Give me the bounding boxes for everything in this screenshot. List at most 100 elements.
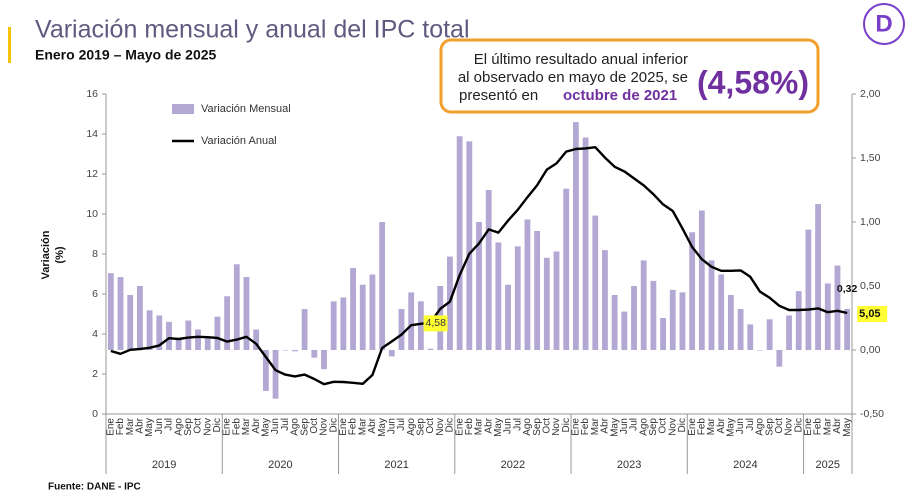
x-tick-label: Dic	[212, 418, 223, 432]
y-tick-label: 14	[86, 128, 98, 140]
y-tick-label: 16	[86, 88, 98, 100]
x-tick-label: Sep	[532, 418, 543, 436]
x-tick-label: Feb	[348, 418, 359, 436]
bar	[534, 230, 541, 350]
bar	[572, 122, 579, 350]
y-axis-label: Variación	[40, 230, 52, 279]
legend-label: Variación Anual	[201, 135, 277, 147]
data-label: 0,32	[837, 283, 858, 295]
x-tick-label: Jun	[270, 418, 281, 434]
x-tick-label: Abr	[135, 417, 146, 433]
bar	[233, 264, 240, 350]
x-tick-label: May	[609, 418, 620, 437]
x-tick-label: Abr	[483, 417, 494, 433]
x-tick-label: Dic	[561, 418, 572, 432]
x-tick-label: Nov	[784, 418, 795, 436]
bar	[485, 190, 492, 350]
bar	[243, 277, 250, 350]
bar	[766, 319, 773, 350]
x-tick-label: Nov	[202, 418, 213, 436]
x-tick-label: May	[144, 418, 155, 437]
bar	[650, 280, 657, 350]
bar	[621, 311, 628, 350]
x-tick-label: May	[842, 418, 853, 437]
bar	[156, 315, 163, 350]
x-tick-label: Jul	[745, 418, 756, 431]
x-tick-label: Jun	[386, 418, 397, 434]
x-tick-label: Jun	[735, 418, 746, 434]
x-tick-label: Sep	[764, 418, 775, 436]
x-tick-label: Ene	[454, 418, 465, 436]
bar	[166, 321, 172, 350]
x-tick-label: May	[260, 418, 271, 437]
bar	[311, 350, 318, 358]
chart-title: Variación mensual y anual del IPC total	[35, 16, 470, 44]
year-label: 2022	[501, 459, 525, 471]
bar	[214, 316, 221, 350]
x-tick-label: Mar	[590, 417, 601, 435]
bar	[350, 268, 356, 350]
x-tick-label: Dic	[793, 418, 804, 432]
bar	[611, 294, 618, 350]
bar	[776, 350, 783, 367]
bar	[805, 229, 812, 350]
logo: D	[875, 10, 892, 37]
x-tick-label: Ene	[687, 418, 698, 436]
bar	[301, 309, 308, 350]
bar	[563, 188, 570, 350]
y-axis-label: (%)	[54, 246, 66, 263]
callout-highlight: octubre de 2021	[563, 87, 677, 104]
bar	[698, 210, 705, 350]
x-tick-label: Nov	[667, 418, 678, 436]
bar	[292, 350, 298, 352]
bar	[543, 257, 550, 350]
y2-tick-label: 2,00	[860, 88, 881, 100]
bar	[834, 265, 841, 350]
y2-tick-label: 0,50	[860, 280, 881, 292]
bar	[137, 286, 143, 350]
x-tick-label: Nov	[319, 418, 330, 436]
bar	[398, 309, 405, 350]
x-tick-label: Jun	[503, 418, 514, 434]
bar	[466, 141, 473, 350]
x-tick-label: Abr	[251, 417, 262, 433]
x-tick-label: Feb	[696, 418, 707, 436]
x-tick-label: Abr	[600, 417, 611, 433]
bar	[175, 338, 182, 350]
y2-tick-label: -0,50	[860, 408, 884, 420]
x-tick-label: Oct	[193, 418, 204, 434]
x-tick-label: Ago	[522, 418, 533, 436]
x-tick-label: Oct	[774, 418, 785, 434]
x-tick-label: Ago	[173, 418, 184, 436]
x-tick-label: Ago	[638, 418, 649, 436]
callout-box	[439, 38, 820, 114]
bar	[456, 136, 463, 350]
bar	[282, 350, 289, 351]
bar	[127, 294, 134, 350]
callout-text: El último resultado anual inferior	[474, 51, 688, 68]
data-label: 4,58	[426, 317, 447, 329]
y-tick-label: 2	[92, 368, 98, 380]
x-tick-label: Mar	[706, 417, 717, 435]
bar	[253, 329, 260, 350]
bar	[631, 286, 637, 350]
x-tick-label: Oct	[541, 418, 552, 434]
bar	[689, 232, 696, 350]
data-label: 5,05	[859, 308, 880, 320]
label-highlight	[423, 315, 448, 332]
bar	[408, 292, 415, 350]
bar	[272, 350, 279, 399]
bar	[262, 350, 269, 391]
x-tick-label: Abr	[716, 417, 727, 433]
bar	[718, 274, 725, 350]
x-tick-label: Oct	[425, 418, 436, 434]
label-highlight	[857, 306, 888, 322]
legend-swatch	[172, 104, 194, 114]
bar	[592, 215, 599, 350]
x-tick-label: Jul	[512, 418, 523, 431]
bar	[708, 260, 715, 350]
bar	[640, 260, 647, 350]
x-tick-label: Nov	[551, 418, 562, 436]
x-tick-label: Feb	[813, 418, 824, 436]
bar	[757, 350, 763, 351]
